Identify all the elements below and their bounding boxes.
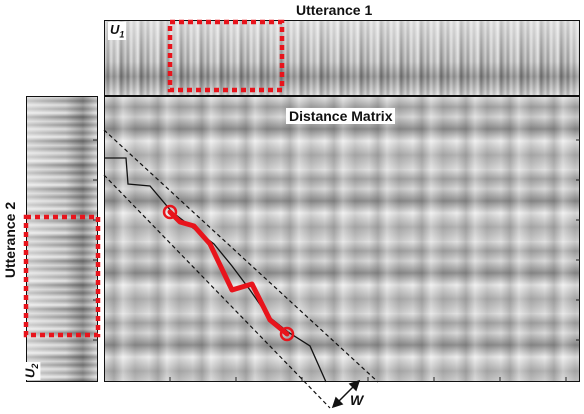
utterance-1-window-box [167,19,285,93]
u1-letter: U [110,22,120,37]
segment-start-marker [162,204,178,220]
distance-matrix-label: Distance Matrix [286,108,396,124]
warping-path [104,157,327,383]
utterance-1-spectrogram [104,20,580,96]
utterance-1-title: Utterance 1 [296,2,373,18]
window-band-upper [103,129,379,383]
window-width-label: W [350,392,364,408]
u1-subscript: 1 [119,29,125,40]
u1-label: U1 [108,22,127,40]
aligned-segment [167,209,290,337]
matrix-ticks [93,139,580,382]
utterance-2-window-box [23,214,101,338]
window-band-lower [103,174,331,409]
window-width-arrow [331,379,361,409]
distance-matrix [104,96,580,382]
segment-end-marker [279,326,295,342]
